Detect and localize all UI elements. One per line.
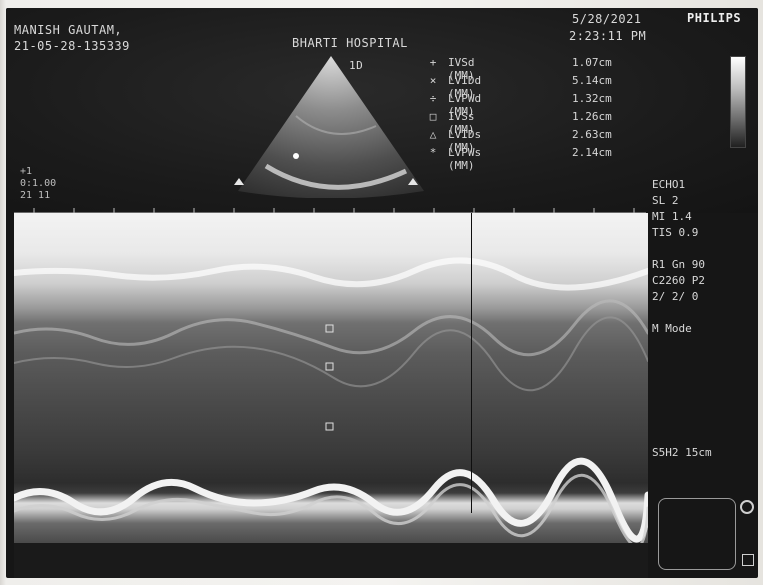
control-box: [658, 498, 736, 570]
ultrasound-screen: MANISH GAUTAM, 21-05-28-135339 BHARTI HO…: [6, 8, 758, 578]
left-side-line: +1: [20, 166, 33, 177]
circle-icon: [740, 500, 754, 514]
setting-line: 2/ 2/ 0: [652, 290, 699, 303]
measurement-value: 1.07cm: [572, 56, 612, 69]
sector-image: [238, 56, 424, 198]
measurement-symbol: +: [429, 56, 437, 69]
measurement-value: 1.32cm: [572, 92, 612, 105]
left-side-line: 21 11: [20, 190, 51, 201]
measurement-symbol: □: [429, 110, 437, 123]
measurement-symbol: *: [429, 146, 437, 159]
left-side-info: +1 0:1.00 21 11: [20, 166, 56, 202]
setting-line: C2260 P2: [652, 274, 705, 287]
m-mode-cursor-line: [471, 213, 472, 513]
square-icon: [742, 554, 754, 566]
bottom-strip: [14, 543, 648, 578]
right-marker-icon: [408, 178, 418, 185]
hospital-name: BHARTI HOSPITAL: [292, 36, 408, 50]
measurement-value: 1.26cm: [572, 110, 612, 123]
grayscale-bar: [730, 56, 746, 148]
setting-line: ECHO1: [652, 178, 686, 191]
exam-date: 5/28/2021: [572, 12, 642, 26]
measurement-label: LVIDd (MM): [448, 74, 482, 100]
setting-line: SL 2: [652, 194, 679, 207]
measurement-label: IVSd (MM): [448, 56, 475, 82]
measurement-label: LVPWs (MM): [448, 146, 482, 172]
setting-line: [652, 242, 758, 258]
measurement-label: LVIDs (MM): [448, 128, 482, 154]
probe-depth: S5H2 15cm: [652, 446, 712, 459]
measurement-value: 5.14cm: [572, 74, 612, 87]
m-mode-waveforms: [14, 257, 648, 543]
patient-name: MANISH GAUTAM,: [14, 23, 123, 37]
measurement-symbol: ÷: [429, 92, 437, 105]
measurement-value: 2.14cm: [572, 146, 612, 159]
setting-line: TIS 0.9: [652, 226, 699, 239]
exam-time: 2:23:11 PM: [569, 29, 647, 43]
measurement-symbol: ×: [429, 74, 437, 87]
mode-label: M Mode: [652, 322, 692, 335]
left-marker-icon: [234, 178, 244, 185]
left-side-line: 0:1.00: [20, 178, 57, 189]
measurement-label: LVPWd (MM): [448, 92, 482, 118]
setting-line: [652, 306, 758, 322]
setting-line: R1 Gn 90: [652, 258, 705, 271]
measurement-symbol: △: [429, 128, 437, 141]
settings-panel: ECHO1 SL 2 MI 1.4 TIS 0.9 R1 Gn 90 C2260…: [652, 178, 758, 338]
measurement-label: IVSs (MM): [448, 110, 475, 136]
sector-label: 1D: [349, 59, 364, 72]
setting-line: MI 1.4: [652, 210, 692, 223]
m-mode-trace: [14, 213, 648, 543]
patient-id: 21-05-28-135339: [14, 39, 130, 53]
measurement-value: 2.63cm: [572, 128, 612, 141]
brand-logo: PHILIPS: [687, 11, 742, 25]
